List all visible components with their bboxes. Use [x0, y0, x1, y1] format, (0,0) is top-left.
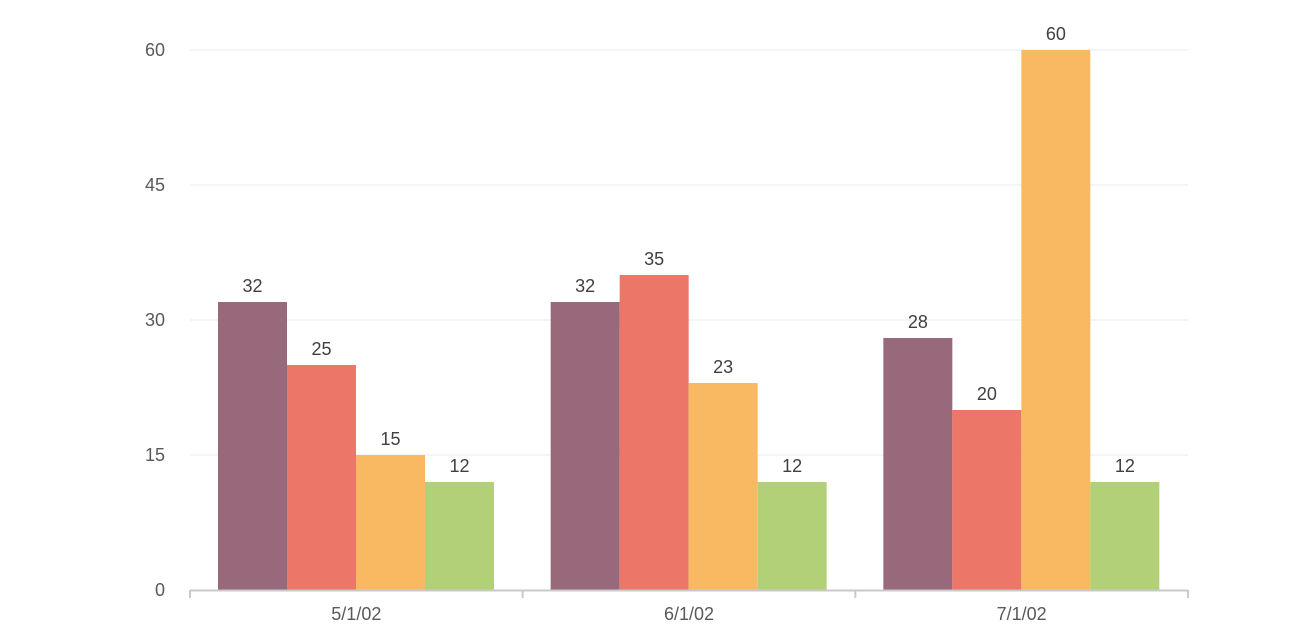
bar: [883, 338, 953, 590]
data-label: 12: [782, 456, 802, 476]
x-tick-label: 5/1/02: [331, 604, 381, 624]
bar: [757, 482, 827, 590]
y-tick-label: 45: [145, 175, 165, 195]
data-label: 35: [644, 249, 664, 269]
data-labels: 32 32 28 25 35 20 15 23 60 12 12 12: [242, 24, 1134, 476]
data-label: 12: [449, 456, 469, 476]
data-label: 12: [1115, 456, 1135, 476]
y-axis-tick-labels: 0 15 30 45 60: [145, 40, 165, 600]
data-label: 32: [242, 276, 262, 296]
x-axis-tick-labels: 5/1/02 6/1/02 7/1/02: [331, 604, 1046, 624]
bar: [356, 455, 425, 590]
data-label: 60: [1046, 24, 1066, 44]
bar: [1090, 482, 1160, 590]
bar: [425, 482, 494, 590]
bars: [218, 50, 1160, 590]
bar: [619, 275, 689, 590]
y-tick-label: 0: [155, 580, 165, 600]
bar: [218, 302, 287, 590]
x-axis: [189, 589, 1189, 598]
x-tick-label: 7/1/02: [997, 604, 1047, 624]
bar: [1021, 50, 1091, 590]
y-tick-label: 60: [145, 40, 165, 60]
data-label: 32: [575, 276, 595, 296]
bar: [287, 365, 356, 590]
y-tick-label: 30: [145, 310, 165, 330]
y-tick-label: 15: [145, 445, 165, 465]
data-label: 15: [380, 429, 400, 449]
data-label: 20: [977, 384, 997, 404]
data-label: 28: [908, 312, 928, 332]
bar: [550, 302, 620, 590]
data-label: 23: [713, 357, 733, 377]
bar: [688, 383, 758, 590]
data-label: 25: [311, 339, 331, 359]
bar: [952, 410, 1022, 590]
x-tick-label: 6/1/02: [664, 604, 714, 624]
